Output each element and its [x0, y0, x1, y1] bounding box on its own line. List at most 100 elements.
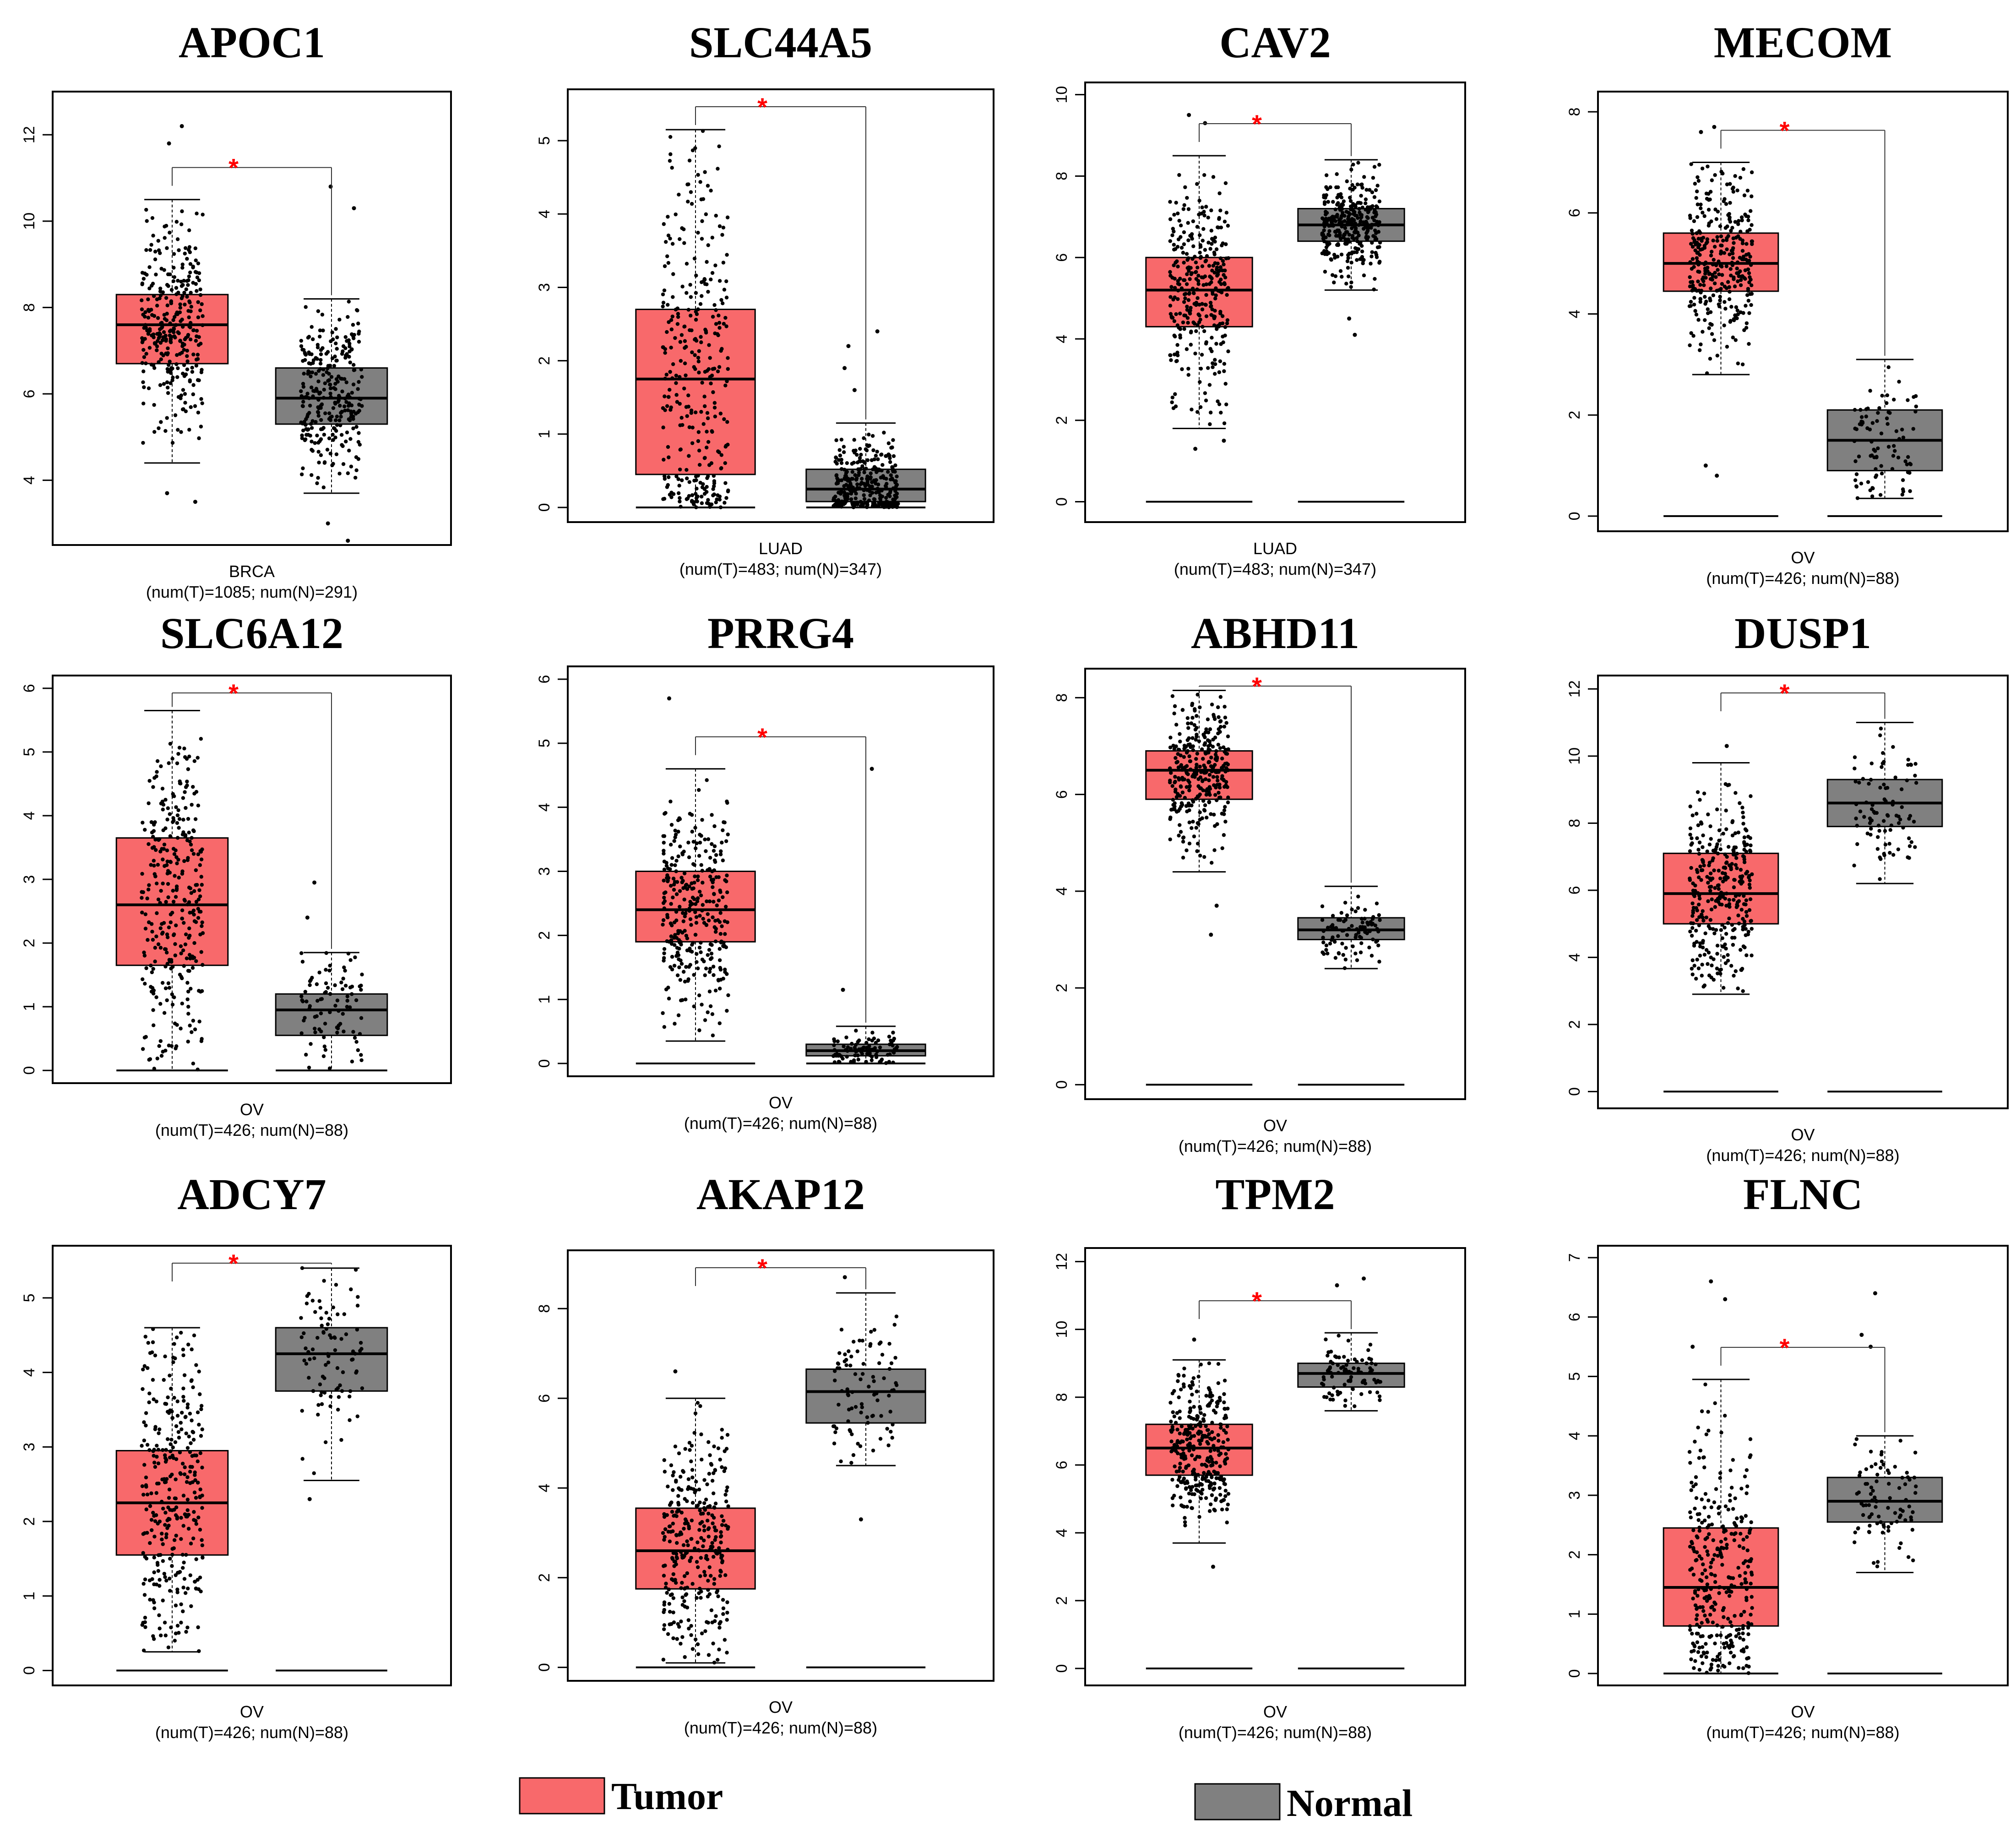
- normal-point: [350, 391, 354, 395]
- tumor-point: [1202, 329, 1206, 333]
- tumor-point: [1212, 323, 1217, 327]
- tumor-point: [1196, 279, 1201, 283]
- tumor-point: [1711, 856, 1715, 861]
- tumor-point: [1172, 319, 1177, 323]
- normal-point: [887, 1035, 891, 1039]
- normal-point: [1896, 455, 1901, 460]
- tumor-point: [166, 1517, 171, 1521]
- tumor-point: [1703, 931, 1707, 936]
- tumor-point: [199, 342, 203, 346]
- tumor-point: [185, 956, 189, 960]
- normal-point: [1353, 205, 1358, 209]
- tumor-point: [1737, 274, 1741, 278]
- tumor-point: [1697, 840, 1702, 845]
- normal-point: [1374, 204, 1379, 208]
- tumor-point: [1736, 222, 1740, 226]
- tumor-point: [1735, 866, 1739, 870]
- tumor-point: [683, 1655, 687, 1659]
- tumor-point: [718, 411, 723, 416]
- tumor-point: [712, 899, 716, 904]
- tumor-point: [706, 416, 710, 420]
- tumor-point: [689, 190, 693, 194]
- tumor-point: [150, 216, 155, 220]
- tumor-point: [1200, 264, 1205, 268]
- normal-point: [342, 404, 347, 409]
- tumor-point: [1744, 829, 1749, 833]
- tumor-point: [1729, 229, 1733, 233]
- tumor-point: [709, 1574, 713, 1578]
- tumor-point: [1744, 321, 1749, 325]
- tumor-point: [153, 946, 158, 950]
- tumor-point: [1198, 233, 1202, 237]
- normal-point: [333, 1348, 337, 1352]
- normal-point: [300, 1409, 304, 1413]
- tumor-point: [174, 884, 179, 889]
- tumor-point: [1200, 205, 1204, 210]
- normal-point: [1855, 823, 1859, 828]
- tumor-point: [1213, 296, 1217, 300]
- normal-point: [873, 501, 877, 506]
- normal-point: [858, 447, 862, 451]
- tumor-point: [1196, 821, 1200, 825]
- tumor-point: [158, 1626, 162, 1630]
- tumor-point: [685, 1571, 690, 1575]
- tumor-point: [1223, 715, 1228, 720]
- tumor-point: [720, 924, 724, 928]
- normal-point: [853, 1053, 857, 1058]
- tumor-point: [1748, 836, 1752, 840]
- tumor-point: [1704, 916, 1709, 920]
- normal-point: [869, 471, 873, 475]
- tumor-point: [1689, 331, 1693, 335]
- tumor-point: [677, 957, 681, 961]
- tumor-point: [684, 883, 689, 887]
- tumor-point: [166, 391, 170, 395]
- normal-point: [1349, 168, 1353, 172]
- tumor-point: [692, 1004, 696, 1008]
- tumor-point: [195, 275, 200, 279]
- tumor-point: [1748, 209, 1753, 213]
- normal-point: [1870, 421, 1875, 425]
- tumor-point: [188, 378, 192, 382]
- tumor-point: [171, 376, 175, 380]
- tumor-point: [199, 950, 203, 954]
- tumor-point: [694, 291, 698, 295]
- normal-points: [1852, 365, 1918, 500]
- normal-point: [1879, 857, 1883, 861]
- tumor-point: [186, 333, 190, 337]
- tumor-point: [189, 1441, 193, 1445]
- normal-point: [833, 495, 837, 499]
- normal-point: [888, 460, 892, 464]
- tumor-point: [676, 1501, 680, 1505]
- tumor-point: [701, 129, 705, 133]
- significance-star: *: [757, 93, 767, 121]
- tumor-point: [1223, 219, 1227, 224]
- tumor-point: [162, 1477, 166, 1481]
- tumor-point: [724, 1488, 729, 1493]
- tumor-point: [155, 1455, 159, 1459]
- tumor-point: [1216, 225, 1221, 229]
- tumor-point: [705, 430, 709, 434]
- tumor-point: [723, 1573, 728, 1577]
- tumor-point: [181, 818, 185, 822]
- tumor-point: [716, 167, 720, 171]
- normal-point: [1374, 188, 1378, 192]
- normal-point: [875, 470, 879, 474]
- tumor-point: [1218, 795, 1223, 800]
- tumor-point: [190, 1030, 194, 1034]
- tumor-point: [196, 1515, 201, 1520]
- tumor-point: [673, 829, 677, 833]
- tumor-point: [179, 396, 183, 400]
- normal-point: [856, 1053, 860, 1058]
- tumor-point: [1209, 304, 1213, 308]
- significance-star: *: [757, 723, 767, 752]
- tumor-point: [712, 1444, 716, 1449]
- tumor-point: [713, 988, 718, 992]
- normal-outlier: [842, 366, 847, 371]
- normal-point: [315, 1014, 319, 1019]
- normal-point: [317, 392, 321, 396]
- tumor-point: [1188, 744, 1192, 748]
- tumor-point: [724, 324, 728, 328]
- tumor-point: [1179, 784, 1183, 789]
- tumor-point: [1747, 875, 1751, 880]
- tumor-point: [714, 853, 718, 857]
